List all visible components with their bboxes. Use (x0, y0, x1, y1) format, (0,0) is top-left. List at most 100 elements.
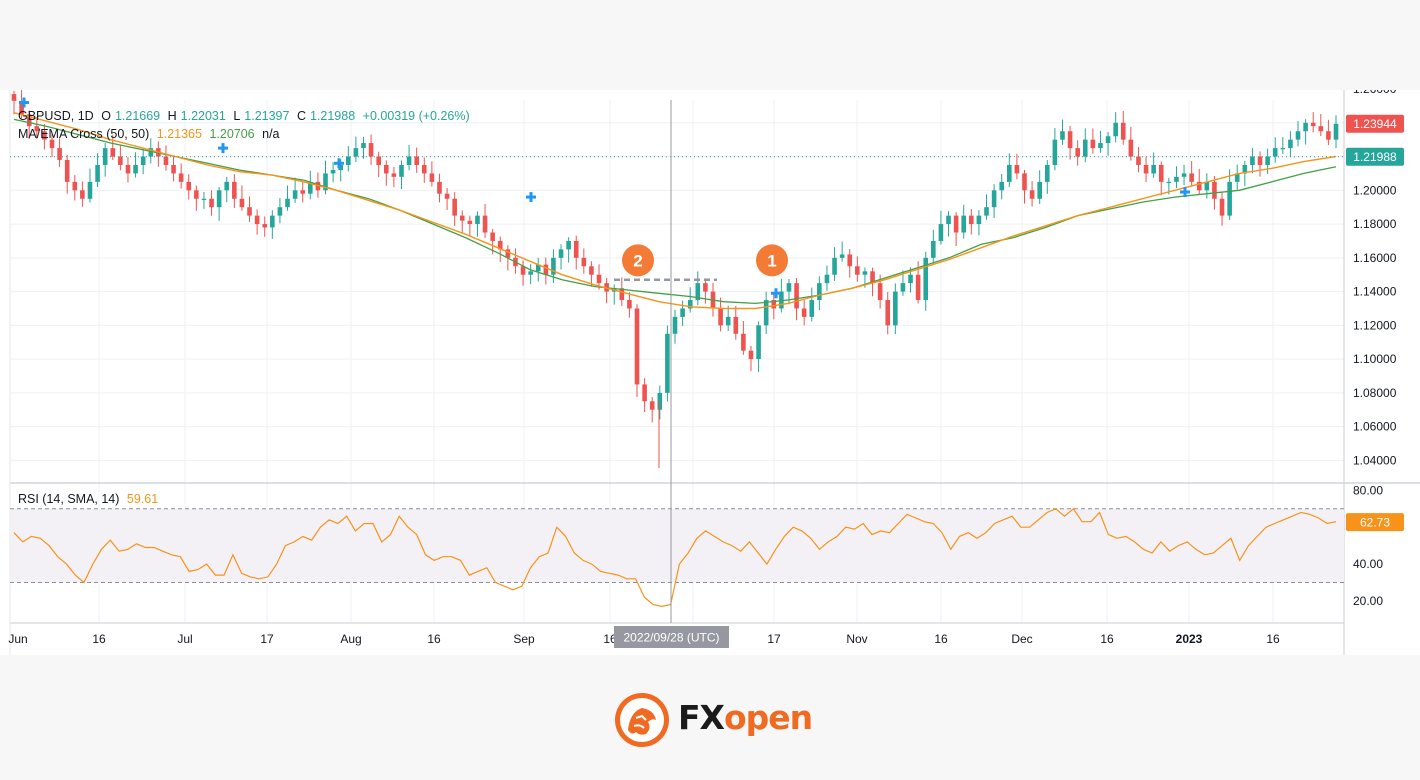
candle-body (1143, 164, 1149, 174)
ma-ema-label: MA/EMA Cross (50, 50) (18, 127, 150, 141)
candle-body (171, 164, 176, 174)
candle-body (695, 283, 701, 301)
candle-body (399, 164, 404, 177)
open-label: O (101, 109, 111, 123)
price-tick-label: 1.10000 (1353, 352, 1397, 366)
fxopen-logo: FXopen (612, 690, 813, 750)
rsi-line (13, 507, 1337, 608)
candle-body (1044, 164, 1050, 182)
candle-body (923, 257, 929, 301)
candle-body (353, 148, 359, 157)
time-tick-label: 16 (427, 632, 441, 646)
candle-body (1310, 122, 1316, 127)
time-tick-label: 16 (1100, 632, 1114, 646)
time-tick-label: 2023 (1176, 632, 1203, 646)
candle-body (1037, 181, 1042, 199)
candle-body (589, 266, 594, 275)
candle-body (1067, 131, 1073, 149)
ema-line (13, 112, 1337, 310)
candle-body (915, 274, 921, 301)
time-tick-label: 16 (92, 632, 106, 646)
price-tick-label: 1.12000 (1353, 318, 1397, 332)
candle-body (1120, 122, 1126, 140)
annotation-label: 2 (633, 251, 642, 270)
time-tick-label: 17 (767, 632, 781, 646)
candle-body (1227, 181, 1232, 216)
candle-body (209, 198, 214, 208)
candle-body (224, 181, 230, 191)
candle-body (573, 240, 579, 258)
candle-body (452, 198, 457, 216)
candle-body (794, 283, 799, 309)
candle-body (1333, 123, 1339, 140)
candle-body (817, 283, 822, 301)
close-price-tag-bg (1346, 147, 1404, 166)
candle-body (437, 181, 442, 194)
candle-body (194, 190, 199, 199)
crosshair-date-bg (614, 626, 729, 648)
chart-canvas[interactable]: 1.260001.240001.220001.200001.180001.160… (0, 90, 1420, 655)
candle-body (839, 254, 845, 258)
candle-body (338, 164, 344, 171)
time-tick-label: 16 (603, 632, 617, 646)
candle-body (649, 401, 655, 410)
candle-body (118, 156, 123, 165)
candle-body (1060, 131, 1065, 140)
candle-body (756, 325, 761, 360)
tiger-logo-icon (615, 693, 669, 747)
candle-body (368, 143, 374, 157)
candle-body (877, 283, 883, 301)
price-tick-label: 1.26000 (1353, 90, 1397, 96)
candle-body (1082, 139, 1088, 157)
candle-body (1303, 122, 1308, 132)
chart-panel[interactable]: 1.260001.240001.220001.200001.180001.160… (0, 90, 1420, 655)
candle-body (1181, 173, 1187, 177)
candle-body (1075, 148, 1080, 157)
candle-body (459, 215, 465, 221)
candle-body (201, 198, 207, 200)
candle-body (467, 220, 473, 225)
candle-body (991, 190, 997, 208)
candle-body (1014, 164, 1020, 174)
candle-body (946, 215, 951, 225)
symbol-interval: GBPUSD, 1D (18, 109, 94, 123)
candle-body (741, 333, 746, 351)
price-tick-label: 1.20000 (1353, 183, 1397, 197)
candle-body (1029, 190, 1035, 199)
candle-body (634, 308, 640, 385)
candle-body (566, 240, 571, 250)
candle-body (528, 271, 533, 275)
candle-body (558, 249, 564, 258)
candle-body (80, 190, 85, 199)
candle-body (1280, 148, 1286, 150)
candle-body (999, 181, 1005, 191)
candle-body (847, 254, 853, 267)
candle-body (953, 215, 959, 233)
candle-body (1189, 173, 1194, 182)
close-value: 1.21988 (309, 109, 356, 123)
candle-body (262, 224, 268, 228)
ma-value: 1.21365 (156, 127, 202, 141)
candle-body (1204, 181, 1210, 191)
brand-fx: FX (678, 698, 725, 737)
candle-body (1272, 148, 1278, 157)
rsi-tick-label: 80.00 (1353, 483, 1383, 497)
candle-body (239, 198, 245, 208)
candle-body (1105, 136, 1111, 144)
candle-body (908, 274, 913, 284)
high-value: 1.22031 (180, 109, 226, 123)
crosshair-date-label: 2022/09/28 (UTC) (623, 631, 719, 645)
candle-body (323, 173, 328, 191)
candle-body (1265, 156, 1270, 165)
candle-body (665, 333, 670, 393)
last-price-tag-bg (1346, 114, 1404, 133)
rsi-band-fill (10, 508, 1344, 583)
candle-body (391, 173, 397, 177)
candle-body (133, 164, 138, 174)
candle-body (57, 148, 62, 160)
candle-body (186, 181, 192, 191)
candle-body (1151, 164, 1156, 174)
candle-body (748, 350, 754, 360)
brand-open: open (724, 698, 813, 737)
